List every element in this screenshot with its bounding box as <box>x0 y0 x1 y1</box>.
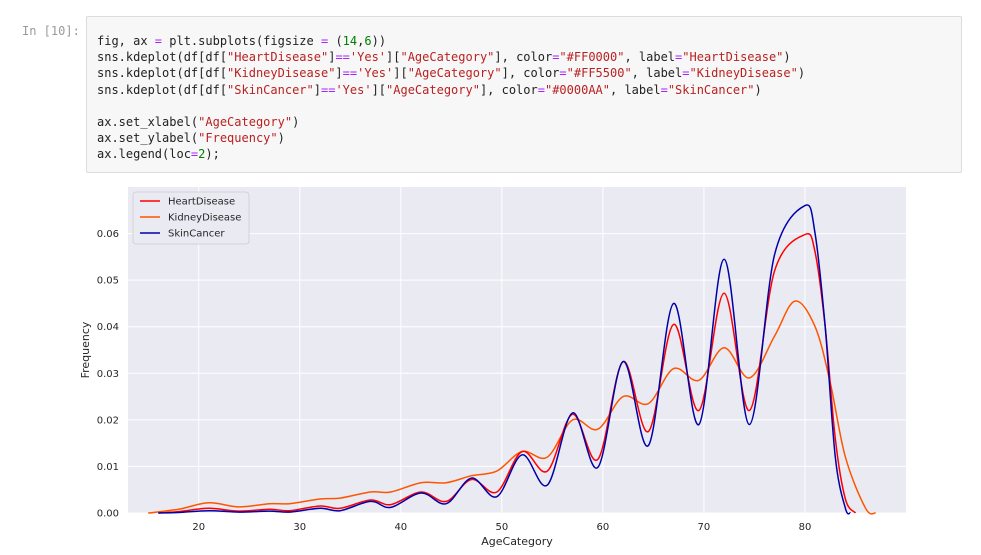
code-token: ], color <box>501 66 560 81</box>
x-tick-label: 80 <box>799 522 812 533</box>
code-token: plt.subplots(figsize <box>162 34 321 48</box>
code-cell-editor[interactable]: fig, ax = plt.subplots(figsize = (14,6))… <box>86 16 962 173</box>
code-token: = <box>537 82 545 97</box>
cell-prompt: In [10]: <box>22 24 80 38</box>
code-editor-text[interactable]: fig, ax = plt.subplots(figsize = (14,6))… <box>97 33 805 163</box>
code-token: "AgeCategory" <box>386 82 480 97</box>
code-token: 'Yes' <box>335 82 372 97</box>
code-token: ], color <box>494 50 553 65</box>
code-token: , label <box>624 50 676 65</box>
legend-label: SkinCancer <box>168 229 225 240</box>
code-token: ( <box>328 34 343 48</box>
legend-label: KidneyDisease <box>168 213 241 224</box>
code-token: == <box>342 66 358 81</box>
code-token: "SkinCancer" <box>667 82 755 97</box>
x-tick-labels: 20 30 40 50 60 70 80 <box>192 522 811 533</box>
code-line: fig, ax = plt.subplots(figsize = (14,6)) <box>97 33 805 49</box>
code-token: ax.set_ylabel( <box>97 131 199 146</box>
code-token: ] <box>328 50 336 65</box>
code-token: , label <box>631 66 683 81</box>
code-line: sns.kdeplot(df[df["HeartDisease"]=='Yes'… <box>97 49 805 65</box>
legend: HeartDisease KidneyDisease SkinCancer <box>132 191 250 245</box>
x-tick-label: 20 <box>192 522 205 533</box>
code-token: 'Yes' <box>357 66 394 81</box>
code-token: 2 <box>198 147 206 162</box>
code-token: sns.kdeplot(df[df[ <box>97 50 228 65</box>
code-token: == <box>320 82 336 97</box>
code-line: ax.set_ylabel("Frequency") <box>97 130 805 146</box>
code-token: "AgeCategory" <box>400 50 495 65</box>
code-line: sns.kdeplot(df[df["KidneyDisease"]=='Yes… <box>97 65 805 81</box>
code-token: "SkinCancer" <box>227 82 314 97</box>
code-token: ][ <box>386 50 401 65</box>
code-token: ) <box>292 114 300 129</box>
code-token: = <box>154 34 163 48</box>
code-token: "Frequency" <box>198 131 278 146</box>
legend-label: HeartDisease <box>168 197 235 208</box>
series-line-skincancer <box>158 204 852 515</box>
code-token: , label <box>610 82 661 97</box>
code-token: "#FF0000" <box>559 50 625 65</box>
code-token: ) <box>797 66 806 81</box>
y-tick-label: 0.06 <box>97 229 119 240</box>
code-token: "AgeCategory" <box>198 114 293 129</box>
x-tick-label: 50 <box>495 522 508 533</box>
code-token: , <box>357 34 365 48</box>
code-token: ax.legend(loc <box>97 147 191 162</box>
code-token: ] <box>335 66 343 81</box>
code-token: sns.kdeplot(df[df[ <box>97 82 228 97</box>
code-line: sns.kdeplot(df[df["SkinCancer"]=='Yes'][… <box>97 82 805 98</box>
y-tick-label: 0.00 <box>97 509 119 520</box>
code-token: 14 <box>342 34 358 48</box>
code-token: == <box>335 50 350 65</box>
grid-lines <box>128 187 906 514</box>
code-token: ) <box>754 82 762 97</box>
y-axis-label: Frequency <box>79 321 92 378</box>
code-token: "#FF5500" <box>566 66 632 81</box>
code-token: ], color <box>479 82 538 97</box>
code-line: ax.legend(loc=2); <box>97 146 805 162</box>
code-token: "KidneyDisease" <box>689 66 798 81</box>
code-token: )) <box>371 34 387 48</box>
code-token: "KidneyDisease" <box>227 66 336 81</box>
series-lines <box>148 204 877 515</box>
series-line-kidneydisease <box>148 300 877 515</box>
code-token: 'Yes' <box>349 50 387 65</box>
code-token: "HeartDisease" <box>682 50 784 65</box>
x-tick-label: 60 <box>597 522 610 533</box>
legend-box <box>132 191 250 245</box>
y-tick-label: 0.04 <box>97 322 119 333</box>
y-tick-label: 0.05 <box>97 276 119 287</box>
code-line: ax.set_xlabel("AgeCategory") <box>97 114 805 130</box>
code-token: = <box>320 34 329 48</box>
code-token: ) <box>783 50 791 65</box>
code-token: = <box>190 147 199 162</box>
code-token: fig, ax <box>97 34 155 48</box>
x-axis-label: AgeCategory <box>481 535 553 548</box>
code-token: ); <box>205 147 220 162</box>
code-token: 6 <box>364 34 372 48</box>
x-tick-label: 40 <box>394 522 407 533</box>
code-token: sns.kdeplot(df[df[ <box>97 66 228 81</box>
code-token: = <box>559 66 567 81</box>
y-tick-labels: 0.00 0.01 0.02 0.03 0.04 0.05 0.06 <box>97 229 119 519</box>
code-token: ) <box>277 131 285 146</box>
code-token: "#0000AA" <box>544 82 610 97</box>
code-token: = <box>675 50 683 65</box>
code-token: ][ <box>393 66 408 81</box>
code-token: "HeartDisease" <box>227 50 329 65</box>
code-token: = <box>660 82 668 97</box>
code-token: ax.set_xlabel( <box>97 114 199 129</box>
code-token: ] <box>313 82 321 97</box>
y-tick-label: 0.01 <box>97 462 119 473</box>
x-tick-label: 70 <box>698 522 711 533</box>
code-token: "AgeCategory" <box>407 66 502 81</box>
y-tick-label: 0.02 <box>97 415 119 426</box>
y-tick-label: 0.03 <box>97 369 119 380</box>
code-token: = <box>682 66 690 81</box>
code-token: = <box>552 50 560 65</box>
x-tick-label: 30 <box>293 522 306 533</box>
code-token: ][ <box>371 82 387 97</box>
